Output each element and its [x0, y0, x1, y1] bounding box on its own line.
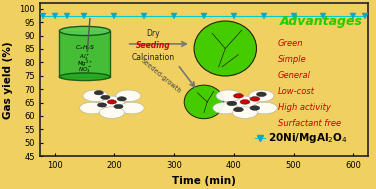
Y-axis label: Gas yield (%): Gas yield (%) — [3, 41, 14, 119]
Circle shape — [213, 102, 238, 114]
Circle shape — [256, 92, 266, 97]
Text: $Al_3^+$: $Al_3^+$ — [79, 52, 91, 63]
Text: $C_xH_yS$: $C_xH_yS$ — [75, 44, 95, 54]
Circle shape — [119, 102, 144, 114]
Circle shape — [114, 104, 123, 109]
Circle shape — [116, 90, 141, 102]
FancyArrowPatch shape — [179, 67, 194, 87]
Text: Low-cost: Low-cost — [278, 87, 315, 96]
Text: General: General — [278, 71, 311, 80]
Text: Advantages: Advantages — [279, 15, 362, 28]
Ellipse shape — [194, 21, 256, 76]
Circle shape — [252, 102, 277, 114]
Circle shape — [99, 96, 124, 108]
Circle shape — [240, 100, 250, 104]
Circle shape — [250, 106, 260, 110]
Text: Simple: Simple — [278, 55, 306, 64]
Circle shape — [101, 95, 110, 99]
Ellipse shape — [59, 26, 110, 36]
Circle shape — [107, 100, 117, 104]
Circle shape — [216, 90, 241, 102]
Circle shape — [233, 94, 243, 98]
X-axis label: Time (min): Time (min) — [172, 176, 236, 186]
Text: Calcination: Calcination — [132, 53, 174, 62]
Circle shape — [250, 97, 260, 101]
FancyArrowPatch shape — [129, 42, 186, 46]
Ellipse shape — [59, 73, 110, 81]
Ellipse shape — [184, 85, 224, 119]
Text: $Mg^{2+}$: $Mg^{2+}$ — [77, 59, 93, 69]
Circle shape — [97, 103, 107, 107]
Circle shape — [94, 91, 103, 95]
Text: 20Ni/MgAl$_2$O$_4$: 20Ni/MgAl$_2$O$_4$ — [268, 131, 348, 145]
Circle shape — [232, 107, 258, 119]
FancyBboxPatch shape — [59, 31, 110, 77]
Text: Seeding: Seeding — [136, 41, 170, 50]
Text: Dry: Dry — [146, 29, 160, 39]
Text: Green: Green — [278, 39, 303, 48]
Text: $NO_3^-$: $NO_3^-$ — [77, 66, 92, 75]
Circle shape — [233, 107, 243, 112]
Circle shape — [117, 97, 126, 101]
Circle shape — [227, 101, 237, 106]
Circle shape — [83, 90, 108, 102]
Circle shape — [232, 96, 258, 108]
Circle shape — [99, 107, 124, 119]
Text: Surfactant free: Surfactant free — [278, 119, 341, 128]
Text: Seeded-growth: Seeded-growth — [140, 57, 182, 94]
Circle shape — [80, 102, 105, 114]
Circle shape — [249, 90, 274, 102]
Text: High activity: High activity — [278, 103, 331, 112]
